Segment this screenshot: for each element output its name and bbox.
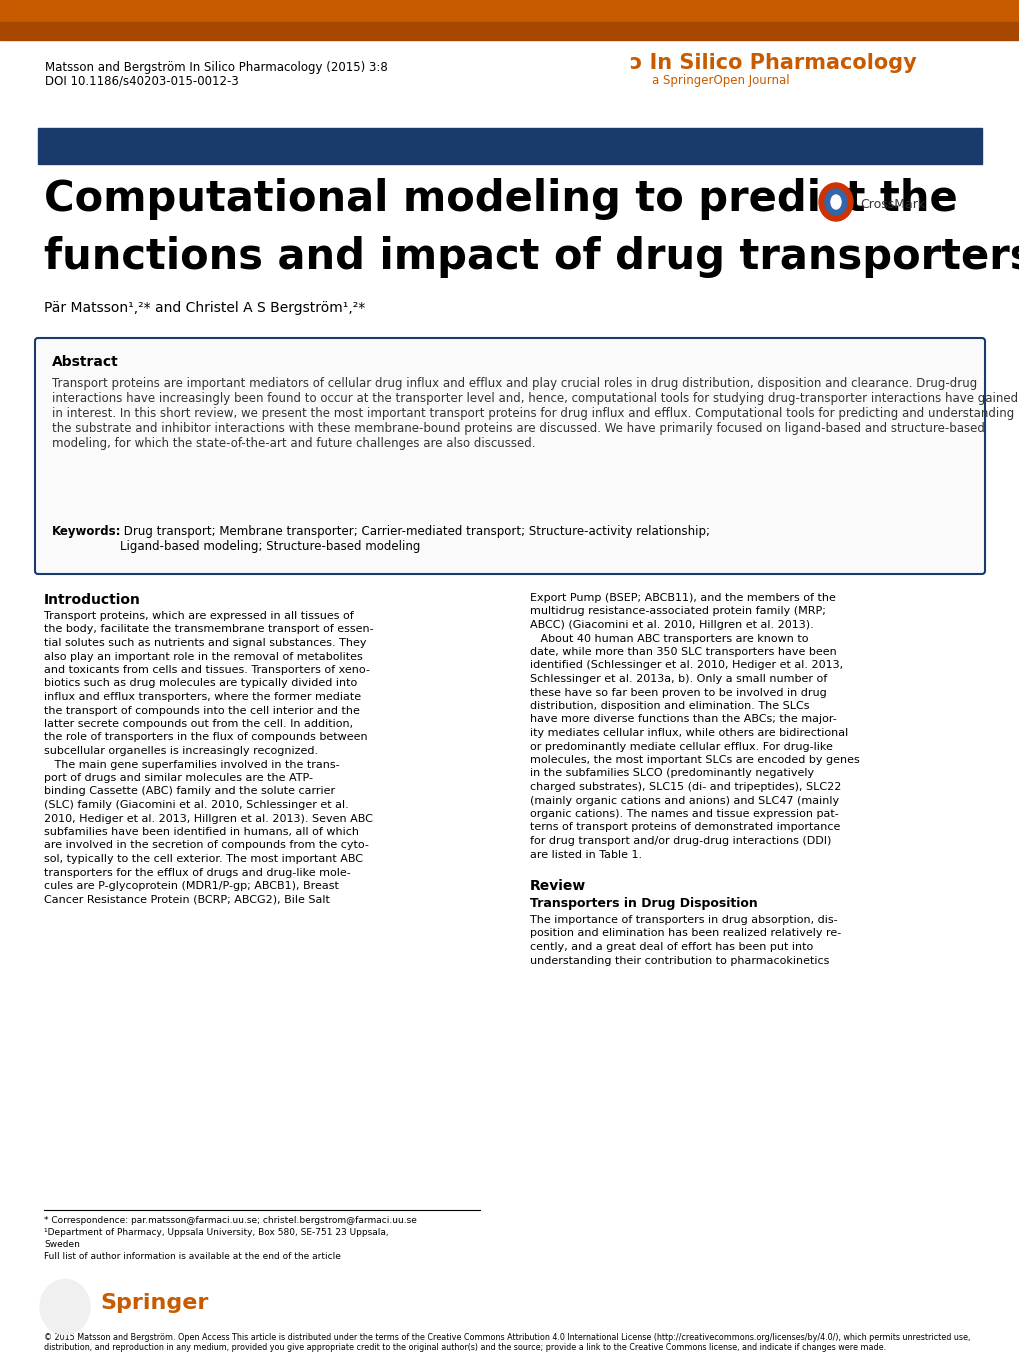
Text: Sweden: Sweden (44, 1239, 79, 1249)
Text: Review: Review (530, 879, 586, 893)
Text: subfamilies have been identified in humans, all of which: subfamilies have been identified in huma… (44, 828, 359, 837)
Text: sol, typically to the cell exterior. The most important ABC: sol, typically to the cell exterior. The… (44, 853, 363, 864)
Bar (0, 22, 1019, 39)
Text: Open Access: Open Access (855, 137, 974, 155)
Text: REVIEW: REVIEW (52, 137, 124, 155)
Text: (mainly organic cations and anions) and SLC47 (mainly: (mainly organic cations and anions) and … (530, 795, 839, 806)
Text: About 40 human ABC transporters are known to: About 40 human ABC transporters are know… (530, 633, 808, 644)
Ellipse shape (40, 1280, 90, 1335)
Text: CrossMark: CrossMark (859, 198, 924, 211)
Bar (0, 0, 1019, 22)
Text: cently, and a great deal of effort has been put into: cently, and a great deal of effort has b… (530, 942, 812, 953)
Text: or predominantly mediate cellular efflux. For drug-like: or predominantly mediate cellular efflux… (530, 742, 833, 752)
Text: Transporters in Drug Disposition: Transporters in Drug Disposition (530, 897, 757, 911)
Text: biotics such as drug molecules are typically divided into: biotics such as drug molecules are typic… (44, 678, 357, 689)
Text: ABCC) (Giacomini et al. 2010, Hillgren et al. 2013).: ABCC) (Giacomini et al. 2010, Hillgren e… (530, 620, 813, 631)
Text: tial solutes such as nutrients and signal substances. They: tial solutes such as nutrients and signa… (44, 637, 366, 648)
Text: have more diverse functions than the ABCs; the major-: have more diverse functions than the ABC… (530, 715, 836, 724)
Text: also play an important role in the removal of metabolites: also play an important role in the remov… (44, 651, 363, 662)
Text: identified (Schlessinger et al. 2010, Hediger et al. 2013,: identified (Schlessinger et al. 2010, He… (530, 660, 843, 670)
Text: functions and impact of drug transporters: functions and impact of drug transporter… (44, 236, 1019, 279)
Text: organic cations). The names and tissue expression pat-: organic cations). The names and tissue e… (530, 809, 838, 819)
Text: The importance of transporters in drug absorption, dis-: The importance of transporters in drug a… (530, 915, 837, 925)
Text: Drug transport; Membrane transporter; Carrier-mediated transport; Structure-acti: Drug transport; Membrane transporter; Ca… (120, 525, 709, 553)
Text: Cancer Resistance Protein (BCRP; ABCG2), Bile Salt: Cancer Resistance Protein (BCRP; ABCG2),… (44, 894, 329, 905)
Ellipse shape (818, 183, 852, 222)
Text: ¹Department of Pharmacy, Uppsala University, Box 580, SE-751 23 Uppsala,: ¹Department of Pharmacy, Uppsala Univers… (44, 1229, 388, 1237)
Text: distribution, disposition and elimination. The SLCs: distribution, disposition and eliminatio… (530, 701, 809, 711)
Text: position and elimination has been realized relatively re-: position and elimination has been realiz… (530, 928, 841, 939)
Ellipse shape (830, 194, 841, 209)
Text: DOI 10.1186/s40203-015-0012-3: DOI 10.1186/s40203-015-0012-3 (45, 75, 238, 88)
Text: a SpringerOpen Journal: a SpringerOpen Journal (651, 73, 789, 87)
Text: The main gene superfamilies involved in the trans-: The main gene superfamilies involved in … (44, 760, 339, 769)
Text: transporters for the efflux of drugs and drug-like mole-: transporters for the efflux of drugs and… (44, 867, 351, 878)
Text: Transport proteins are important mediators of cellular drug influx and efflux an: Transport proteins are important mediato… (52, 376, 1017, 450)
Text: influx and efflux transporters, where the former mediate: influx and efflux transporters, where th… (44, 692, 361, 703)
Text: Export Pump (BSEP; ABCB11), and the members of the: Export Pump (BSEP; ABCB11), and the memb… (530, 593, 835, 603)
Text: terns of transport proteins of demonstrated importance: terns of transport proteins of demonstra… (530, 822, 840, 833)
Text: date, while more than 350 SLC transporters have been: date, while more than 350 SLC transporte… (530, 647, 836, 656)
Text: 2010, Hediger et al. 2013, Hillgren et al. 2013). Seven ABC: 2010, Hediger et al. 2013, Hillgren et a… (44, 814, 373, 824)
Text: for drug transport and/or drug-drug interactions (DDI): for drug transport and/or drug-drug inte… (530, 836, 830, 847)
Text: multidrug resistance-associated protein family (MRP;: multidrug resistance-associated protein … (530, 606, 825, 617)
Text: subcellular organelles is increasingly recognized.: subcellular organelles is increasingly r… (44, 746, 318, 756)
Text: are listed in Table 1.: are listed in Table 1. (530, 849, 642, 859)
Text: Computational modeling to predict the: Computational modeling to predict the (44, 178, 957, 220)
Text: cules are P-glycoprotein (MDR1/P-gp; ABCB1), Breast: cules are P-glycoprotein (MDR1/P-gp; ABC… (44, 881, 338, 892)
Text: Matsson and Bergström In Silico Pharmacology (2015) 3:8: Matsson and Bergström In Silico Pharmaco… (45, 61, 387, 73)
Text: provided by Springer - Publisher Connector: provided by Springer - Publisher Connect… (793, 26, 1004, 35)
Text: are involved in the secretion of compounds from the cyto-: are involved in the secretion of compoun… (44, 840, 369, 851)
Text: Springer: Springer (100, 1292, 208, 1313)
Ellipse shape (824, 189, 846, 215)
Text: molecules, the most important SLCs are encoded by genes: molecules, the most important SLCs are e… (530, 756, 859, 765)
Text: * Correspondence: par.matsson@farmaci.uu.se; christel.bergstrom@farmaci.uu.se: * Correspondence: par.matsson@farmaci.uu… (44, 1216, 417, 1224)
FancyBboxPatch shape (35, 338, 984, 573)
Bar (38, 128, 981, 164)
Text: brought to you by  CORE: brought to you by CORE (875, 5, 1004, 16)
Text: the role of transporters in the flux of compounds between: the role of transporters in the flux of … (44, 733, 367, 742)
Text: and toxicants from cells and tissues. Transporters of xeno-: and toxicants from cells and tissues. Tr… (44, 665, 370, 675)
Text: © 2015 Matsson and Bergström. Open Access This article is distributed under the : © 2015 Matsson and Bergström. Open Acces… (44, 1333, 969, 1352)
Text: charged substrates), SLC15 (di- and tripeptides), SLC22: charged substrates), SLC15 (di- and trip… (530, 781, 841, 792)
Text: understanding their contribution to pharmacokinetics: understanding their contribution to phar… (530, 955, 828, 965)
Text: in the subfamilies SLCO (predominantly negatively: in the subfamilies SLCO (predominantly n… (530, 768, 813, 779)
Text: these have so far been proven to be involved in drug: these have so far been proven to be invo… (530, 688, 826, 697)
Text: port of drugs and similar molecules are the ATP-: port of drugs and similar molecules are … (44, 773, 313, 783)
Text: (SLC) family (Giacomini et al. 2010, Schlessinger et al.: (SLC) family (Giacomini et al. 2010, Sch… (44, 800, 348, 810)
Text: Introduction: Introduction (44, 593, 141, 607)
Text: Full list of author information is available at the end of the article: Full list of author information is avail… (44, 1252, 340, 1261)
Text: ɔ In Silico Pharmacology: ɔ In Silico Pharmacology (630, 53, 916, 73)
Text: Schlessinger et al. 2013a, b). Only a small number of: Schlessinger et al. 2013a, b). Only a sm… (530, 674, 826, 684)
Text: the transport of compounds into the cell interior and the: the transport of compounds into the cell… (44, 705, 360, 715)
Text: binding Cassette (ABC) family and the solute carrier: binding Cassette (ABC) family and the so… (44, 787, 335, 796)
Text: ity mediates cellular influx, while others are bidirectional: ity mediates cellular influx, while othe… (530, 728, 848, 738)
Text: Keywords:: Keywords: (52, 525, 121, 538)
Text: View metadata, citation and similar papers at core.ac.uk: View metadata, citation and similar pape… (18, 5, 314, 16)
Text: Pär Matsson¹,²* and Christel A S Bergström¹,²*: Pär Matsson¹,²* and Christel A S Bergstr… (44, 300, 365, 315)
Text: Transport proteins, which are expressed in all tissues of: Transport proteins, which are expressed … (44, 612, 354, 621)
Text: the body, facilitate the transmembrane transport of essen-: the body, facilitate the transmembrane t… (44, 625, 373, 635)
Text: latter secrete compounds out from the cell. In addition,: latter secrete compounds out from the ce… (44, 719, 353, 728)
Text: Abstract: Abstract (52, 355, 118, 370)
